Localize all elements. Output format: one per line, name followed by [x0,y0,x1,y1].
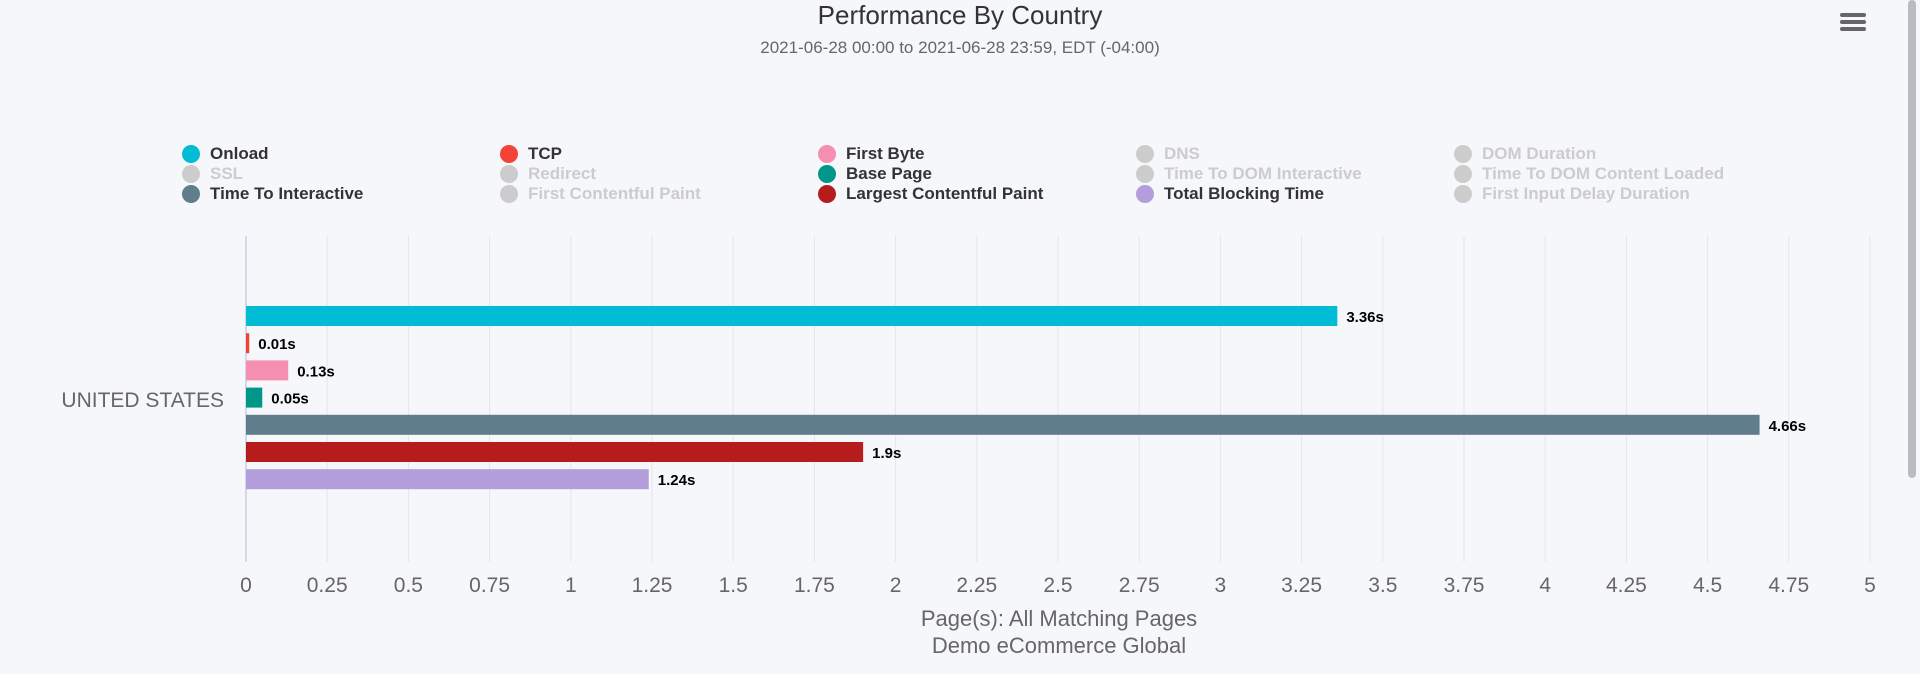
bar [246,387,263,408]
x-tick-label: 1 [565,574,577,597]
legend-label: Base Page [846,164,932,183]
data-label: 0.13s [297,363,335,380]
x-tick-label: 0.25 [307,574,348,597]
y-category-label: UNITED STATES [61,389,224,412]
legend-label: First Contentful Paint [528,184,701,203]
legend-item-onload[interactable]: Onload [182,144,269,164]
legend-marker [1136,185,1154,203]
legend-marker [182,185,200,203]
x-tick-label: 2.25 [956,574,997,597]
legend-item-first-byte[interactable]: First Byte [818,144,924,164]
legend-label: SSL [210,164,244,183]
x-tick-label: 4.5 [1693,574,1722,597]
chart-legend: Onload TCP First Byte DNS DOM Duration SSL Red… [182,144,1782,214]
x-tick-label: 3.5 [1368,574,1397,597]
data-label: 4.66s [1769,418,1807,435]
legend-marker [1136,165,1154,183]
legend-label: Total Blocking Time [1164,184,1324,203]
chart-subtitle: 2021-06-28 00:00 to 2021-06-28 23:59, ED… [760,38,1160,57]
legend-label: Largest Contentful Paint [846,184,1044,203]
menu-line [1840,13,1866,17]
legend-marker [1454,185,1472,203]
legend-item-largest-contentful-paint[interactable]: Largest Contentful Paint [818,184,1043,204]
chart-caption-pages: Page(s): All Matching Pages [920,606,1198,631]
x-tick-label: 0 [240,574,252,597]
legend-label: TCP [528,144,562,163]
bar [246,414,1760,435]
vertical-scrollbar[interactable] [1908,0,1916,478]
legend-item-base-page[interactable]: Base Page [818,164,932,184]
x-tick-label: 1.75 [794,574,835,597]
x-tick-label: 2.5 [1043,574,1072,597]
x-tick-label: 1.25 [632,574,673,597]
x-tick-label: 0.5 [394,574,423,597]
data-label: 0.05s [271,391,309,408]
legend-marker [182,145,200,163]
legend-item-dom-duration[interactable]: DOM Duration [1454,144,1596,164]
x-tick-label: 0.75 [469,574,510,597]
x-tick-label: 3.75 [1444,574,1485,597]
chart-title: Performance By Country [817,0,1103,30]
legend-marker [500,145,518,163]
legend-item-time-to-dom-content-loaded[interactable]: Time To DOM Content Loaded [1454,164,1724,184]
data-label: 1.9s [872,445,901,462]
legend-item-redirect[interactable]: Redirect [500,164,596,184]
legend-item-tcp[interactable]: TCP [500,144,562,164]
bar [246,442,864,462]
x-tick-label: 2.75 [1119,574,1160,597]
legend-marker [818,185,836,203]
x-tick-label: 4.25 [1606,574,1647,597]
legend-label: DNS [1164,144,1200,163]
x-tick-label: 4 [1539,574,1551,597]
x-tick-label: 3 [1215,574,1227,597]
bar [246,469,649,490]
legend-item-time-to-interactive[interactable]: Time To Interactive [182,184,363,204]
legend-marker [1136,145,1154,163]
legend-marker [818,145,836,163]
x-tick-label: 4.75 [1768,574,1809,597]
x-tick-label: 2 [890,574,902,597]
legend-label: Onload [210,144,269,163]
data-label: 3.36s [1346,309,1384,326]
legend-label: First Input Delay Duration [1482,184,1690,203]
legend-marker [182,165,200,183]
hamburger-menu-icon[interactable] [1836,10,1870,36]
legend-label: Time To Interactive [210,184,364,203]
legend-item-first-input-delay-duration[interactable]: First Input Delay Duration [1454,184,1690,204]
data-label: 1.24s [658,472,696,489]
bar [246,360,289,381]
legend-marker [1454,145,1472,163]
legend-label: Redirect [528,164,597,183]
legend-marker [500,165,518,183]
legend-item-time-to-dom-interactive[interactable]: Time To DOM Interactive [1136,164,1362,184]
data-label: 0.01s [258,336,296,353]
legend-item-ssl[interactable]: SSL [182,164,243,184]
legend-item-total-blocking-time[interactable]: Total Blocking Time [1136,184,1324,204]
chart-caption-site: Demo eCommerce Global [931,633,1187,658]
bar [246,306,1338,326]
legend-label: DOM Duration [1482,144,1597,163]
legend-item-first-contentful-paint[interactable]: First Contentful Paint [500,184,701,204]
legend-marker [1454,165,1472,183]
x-tick-label: 1.5 [719,574,748,597]
x-tick-label: 5 [1864,574,1876,597]
menu-line [1840,27,1866,31]
legend-item-dns[interactable]: DNS [1136,144,1200,164]
legend-label: First Byte [846,144,925,163]
bar [246,333,250,354]
legend-label: Time To DOM Content Loaded [1482,164,1725,183]
legend-marker [500,185,518,203]
x-tick-label: 3.25 [1281,574,1322,597]
menu-line [1840,20,1866,24]
legend-label: Time To DOM Interactive [1164,164,1362,183]
legend-marker [818,165,836,183]
